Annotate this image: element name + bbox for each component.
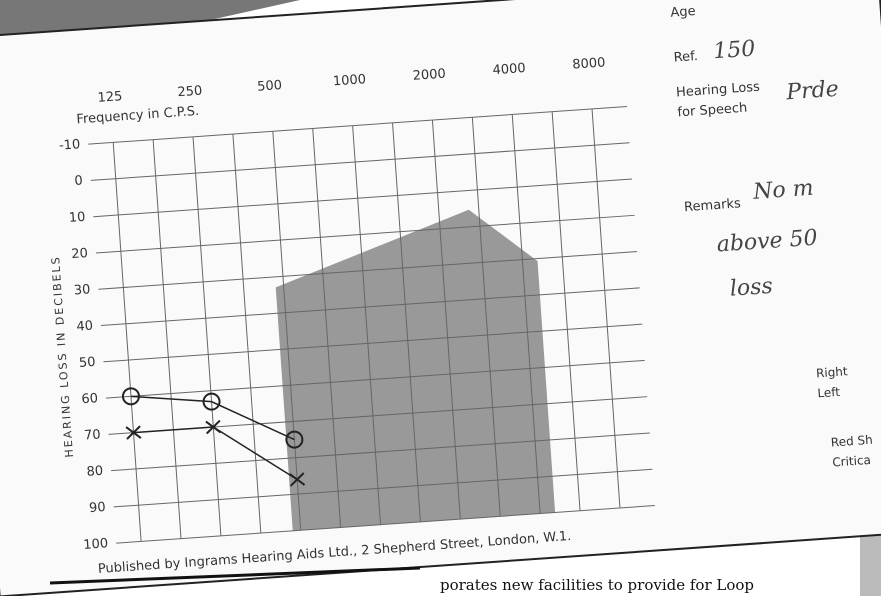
marker	[125, 425, 142, 440]
x-tick-label: 250	[177, 84, 203, 101]
y-tick-label: 60	[81, 391, 99, 407]
grid-line	[93, 178, 633, 218]
legend-label: Left	[817, 385, 841, 401]
y-tick-label: -10	[59, 137, 81, 153]
grid-line	[105, 359, 645, 399]
grid-line	[116, 505, 655, 544]
marker	[121, 387, 140, 406]
grid-line	[431, 120, 461, 520]
grid-line	[98, 251, 638, 290]
grid-line	[591, 108, 621, 508]
y-tick-label: 40	[76, 319, 94, 335]
grid-line	[112, 142, 142, 542]
y-tick-label: 0	[74, 174, 83, 190]
y-tick-label: 10	[68, 210, 86, 226]
ref-label: Ref.	[673, 49, 698, 66]
grid-line	[100, 287, 640, 327]
y-tick-label: 80	[86, 464, 104, 480]
x-tick-label: 4000	[492, 61, 526, 78]
series-line	[130, 395, 295, 441]
hearing-loss-label: Hearing Loss	[676, 80, 761, 101]
x-tick-label: 125	[97, 89, 123, 106]
rule	[49, 566, 421, 585]
for-speech-label: for Speech	[677, 101, 748, 121]
remarks-line: No m	[751, 176, 814, 205]
remarks-label: Remarks	[684, 196, 742, 215]
grid-line	[232, 134, 262, 534]
remarks-line: loss	[729, 274, 774, 302]
grid-line	[312, 128, 342, 528]
y-tick-label: 30	[73, 282, 91, 298]
y-tick-label: 20	[71, 246, 89, 262]
grid-line	[352, 125, 382, 525]
note: Red Sh	[830, 433, 873, 450]
marker	[285, 430, 304, 449]
body-text: porates new facilities to provide for Lo…	[440, 576, 754, 594]
grid-line	[103, 323, 643, 363]
grid-line	[392, 122, 421, 522]
x-tick-label: 500	[257, 78, 283, 95]
y-tick-label: 50	[78, 355, 96, 371]
grid-line	[113, 468, 653, 508]
y-tick-label: 70	[84, 427, 102, 443]
grid-line	[272, 131, 302, 531]
grid-line	[471, 117, 501, 517]
x-tick-label: 2000	[412, 67, 446, 84]
speech-value: Prde	[785, 77, 840, 106]
marker	[202, 392, 221, 411]
x-tick-label: 1000	[332, 72, 366, 89]
grid-line	[551, 111, 581, 511]
grid-line	[90, 142, 630, 181]
age-label: Age	[670, 4, 696, 21]
y-tick-label: 100	[83, 536, 109, 553]
x-tick-label: 8000	[572, 55, 606, 72]
grid-line	[192, 136, 222, 536]
grid-line	[88, 105, 627, 145]
note: Critica	[832, 453, 872, 470]
y-tick-label: 90	[89, 500, 107, 516]
grid-line	[152, 139, 182, 539]
marker	[205, 419, 222, 435]
marker	[289, 472, 306, 487]
critical-zone	[275, 209, 556, 531]
grid-line	[95, 214, 635, 254]
legend-label: Right	[816, 364, 849, 380]
grid-line	[511, 114, 541, 514]
ref-value: 150	[712, 36, 756, 64]
grid-line	[111, 432, 650, 472]
